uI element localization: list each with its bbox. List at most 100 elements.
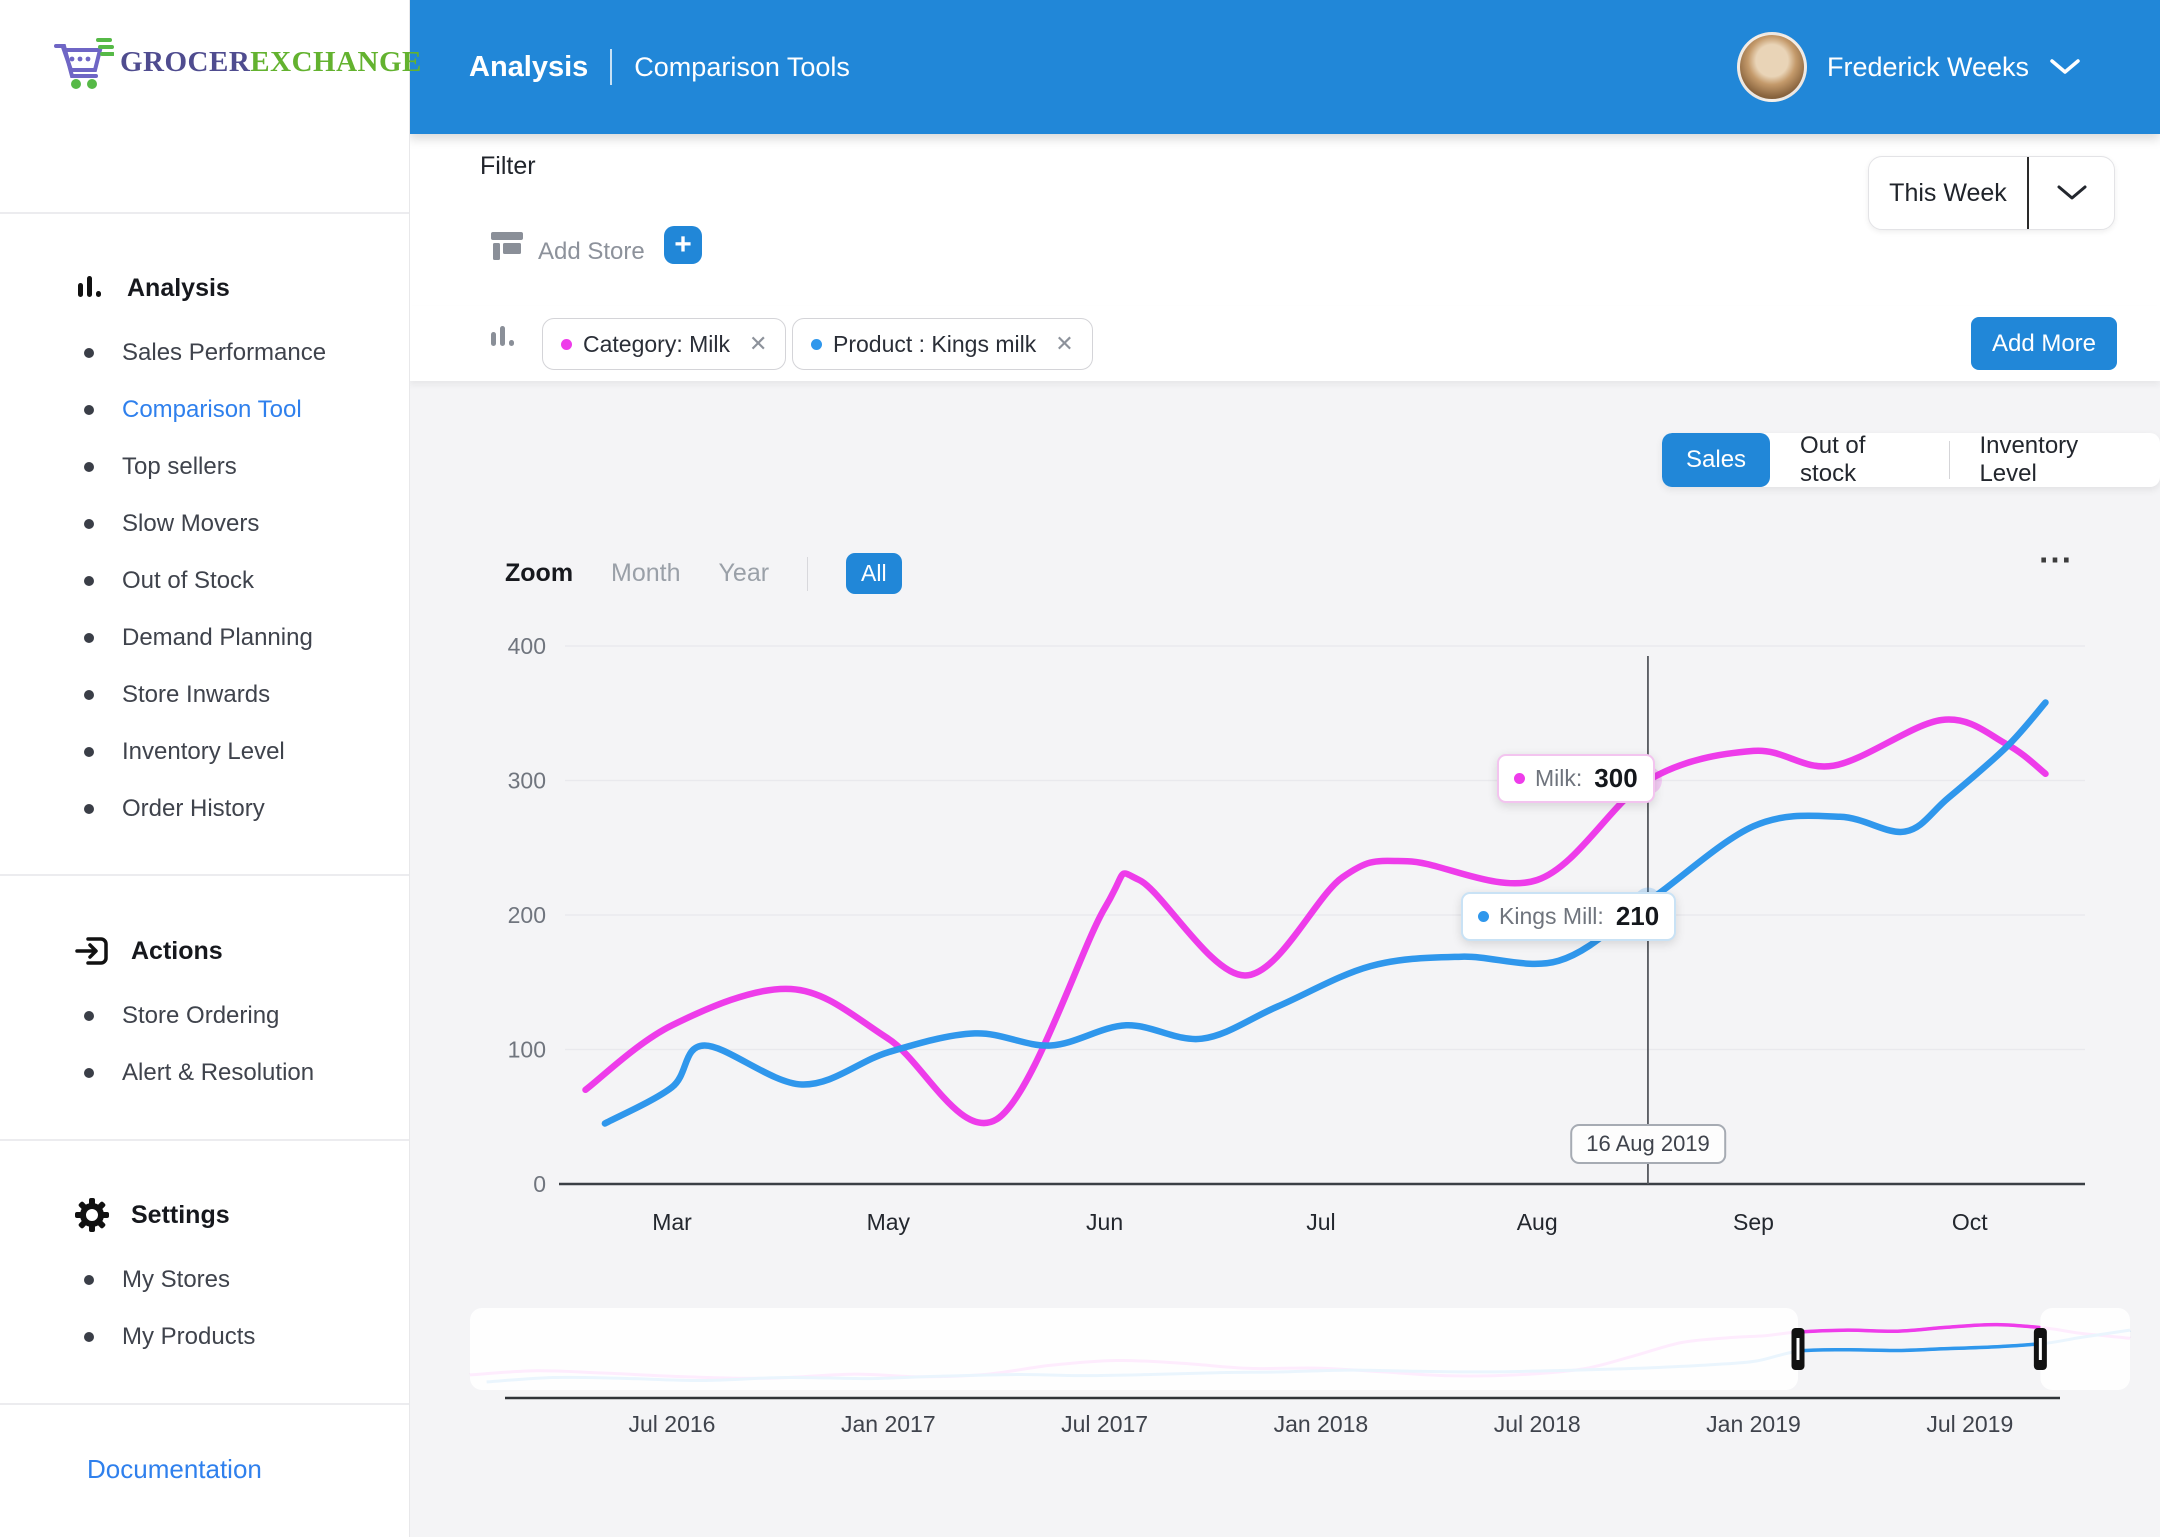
bullet-icon xyxy=(84,348,94,358)
x-axis-label: Mar xyxy=(652,1209,692,1235)
comparison-chart[interactable]: 0 100 200 300 400 Mar May Jun Jul Aug Sep Oct Jul 20… xyxy=(409,0,2160,1537)
actions-icon xyxy=(75,937,108,965)
sidebar-item-label: My Stores xyxy=(122,1266,231,1293)
sidebar-item-label: Out of Stock xyxy=(122,567,255,594)
y-axis-tick: 100 xyxy=(508,1037,546,1063)
sidebar-item-my-products[interactable]: My Products xyxy=(84,1322,255,1352)
tab-sales[interactable]: Sales xyxy=(1662,433,1771,487)
brand-name: GROCEREXCHANGE xyxy=(120,46,422,79)
bullet-icon xyxy=(84,1068,94,1078)
x-axis-label: May xyxy=(867,1209,911,1235)
sidebar-item-label: Slow Movers xyxy=(122,510,260,537)
series-dot-kings xyxy=(811,338,822,350)
sidebar-item-out-of-stock[interactable]: Out of Stock xyxy=(84,566,254,596)
x-axis-label: Jul xyxy=(1306,1209,1335,1235)
sidebar-divider xyxy=(0,874,409,876)
add-more-button[interactable]: Add More xyxy=(1971,317,2117,370)
zoom-all-button[interactable]: All xyxy=(846,553,902,594)
navigator-mask-right[interactable] xyxy=(2040,1308,2130,1390)
series-line-kings-mill xyxy=(601,699,2049,1127)
zoom-month-button[interactable]: Month xyxy=(611,559,681,587)
series-dot-milk xyxy=(1514,773,1525,784)
tab-out-of-stock[interactable]: Out of stock xyxy=(1800,433,1866,487)
zoom-year-button[interactable]: Year xyxy=(718,559,770,587)
navigator-mask-left[interactable] xyxy=(470,1308,1798,1390)
sidebar-section-title: Analysis xyxy=(127,273,230,302)
filter-chip-product-kings-milk[interactable]: Product : Kings milk ✕ xyxy=(792,318,1093,370)
bullet-icon xyxy=(84,1332,94,1342)
sidebar-item-top-sellers[interactable]: Top sellers xyxy=(84,452,237,482)
crosshair-date-label: 16 Aug 2019 xyxy=(1570,1124,1726,1164)
navigator-axis-label: Jul 2016 xyxy=(629,1411,716,1437)
avatar[interactable] xyxy=(1737,32,1807,102)
sidebar-item-label: Demand Planning xyxy=(122,624,313,651)
bullet-icon xyxy=(84,405,94,415)
brand-name-primary: GROCER xyxy=(120,45,251,78)
chip-label: Category: Milk xyxy=(583,330,730,357)
add-store-label: Add Store xyxy=(538,238,645,265)
user-menu[interactable]: Frederick Weeks xyxy=(1737,0,2081,134)
sidebar-item-label: My Products xyxy=(122,1323,256,1350)
sidebar-divider xyxy=(0,1139,409,1141)
navigator-axis-label: Jan 2017 xyxy=(841,1411,936,1437)
sidebar-item-label: Order History xyxy=(122,795,265,822)
navigator-axis-label: Jul 2019 xyxy=(1926,1411,2013,1437)
brand-name-secondary: EXCHANGE xyxy=(250,45,422,78)
filter-section: Filter Add Store + This Week xyxy=(409,134,2160,307)
period-dropdown[interactable]: This Week xyxy=(1868,156,2115,230)
page-subtitle: Comparison Tools xyxy=(634,51,850,82)
bar-chart-icon xyxy=(491,326,514,346)
sidebar-item-label: Store Ordering xyxy=(122,1002,280,1029)
zoom-label: Zoom xyxy=(505,559,574,587)
period-value: This Week xyxy=(1889,178,2007,207)
x-axis-label: Aug xyxy=(1517,1209,1558,1235)
x-axis-label: Jun xyxy=(1086,1209,1123,1235)
sidebar-item-comparison-tool[interactable]: Comparison Tool xyxy=(84,395,302,425)
bullet-icon xyxy=(84,519,94,529)
storefront-icon xyxy=(491,232,523,260)
sidebar-item-my-stores[interactable]: My Stores xyxy=(84,1265,230,1295)
tooltip-series-name: Kings Mill: xyxy=(1499,903,1604,929)
navigator-selected-series xyxy=(1798,1342,2041,1353)
navigator-axis-label: Jul 2017 xyxy=(1061,1411,1148,1437)
filter-chip-category-milk[interactable]: Category: Milk ✕ xyxy=(542,318,787,370)
handle-grip xyxy=(2038,1338,2042,1360)
gear-icon xyxy=(75,1198,109,1232)
chevron-down-icon xyxy=(2050,59,2080,74)
add-store-button[interactable]: + xyxy=(664,226,702,264)
sidebar-divider xyxy=(0,212,409,214)
close-icon[interactable]: ✕ xyxy=(748,331,768,356)
sidebar-item-inventory-level[interactable]: Inventory Level xyxy=(84,737,285,767)
zoom-divider xyxy=(807,556,809,591)
sidebar-item-store-ordering[interactable]: Store Ordering xyxy=(84,1001,279,1031)
sidebar-item-sales-performance[interactable]: Sales Performance xyxy=(84,338,326,368)
bullet-icon xyxy=(84,1011,94,1021)
bar-chart-icon xyxy=(78,276,101,297)
sidebar-item-order-history[interactable]: Order History xyxy=(84,794,265,824)
shopping-cart-icon xyxy=(54,38,114,89)
series-dot-milk xyxy=(561,338,572,350)
close-icon[interactable]: ✕ xyxy=(1055,331,1074,356)
tooltip-milk: Milk: 300 xyxy=(1497,754,1655,803)
chevron-down-icon xyxy=(2029,157,2114,229)
documentation-link[interactable]: Documentation xyxy=(87,1454,262,1484)
sidebar-item-store-inwards[interactable]: Store Inwards xyxy=(84,680,270,710)
sidebar-divider xyxy=(0,1403,409,1405)
chart-context-menu-button[interactable]: ⋯ xyxy=(2038,541,2074,579)
sidebar: GROCEREXCHANGE Analysis Sales Performanc… xyxy=(0,0,421,1537)
sidebar-item-label: Alert & Resolution xyxy=(122,1059,315,1086)
sidebar-item-slow-movers[interactable]: Slow Movers xyxy=(84,509,259,539)
tab-inventory-level[interactable]: Inventory Level xyxy=(1979,433,2079,487)
bullet-icon xyxy=(84,462,94,472)
page-title: Analysis xyxy=(469,50,589,83)
sidebar-section-settings: Settings xyxy=(75,1197,230,1233)
sidebar-section-title: Actions xyxy=(131,936,223,965)
navigator-selected-series xyxy=(1798,1322,2041,1334)
brand-logo[interactable]: GROCEREXCHANGE xyxy=(50,32,422,92)
filter-label: Filter xyxy=(480,152,536,180)
sidebar-item-demand-planning[interactable]: Demand Planning xyxy=(84,623,313,653)
sidebar-item-label: Comparison Tool xyxy=(122,396,302,423)
tab-divider xyxy=(1948,441,1950,479)
sidebar-item-alert-resolution[interactable]: Alert & Resolution xyxy=(84,1058,314,1088)
